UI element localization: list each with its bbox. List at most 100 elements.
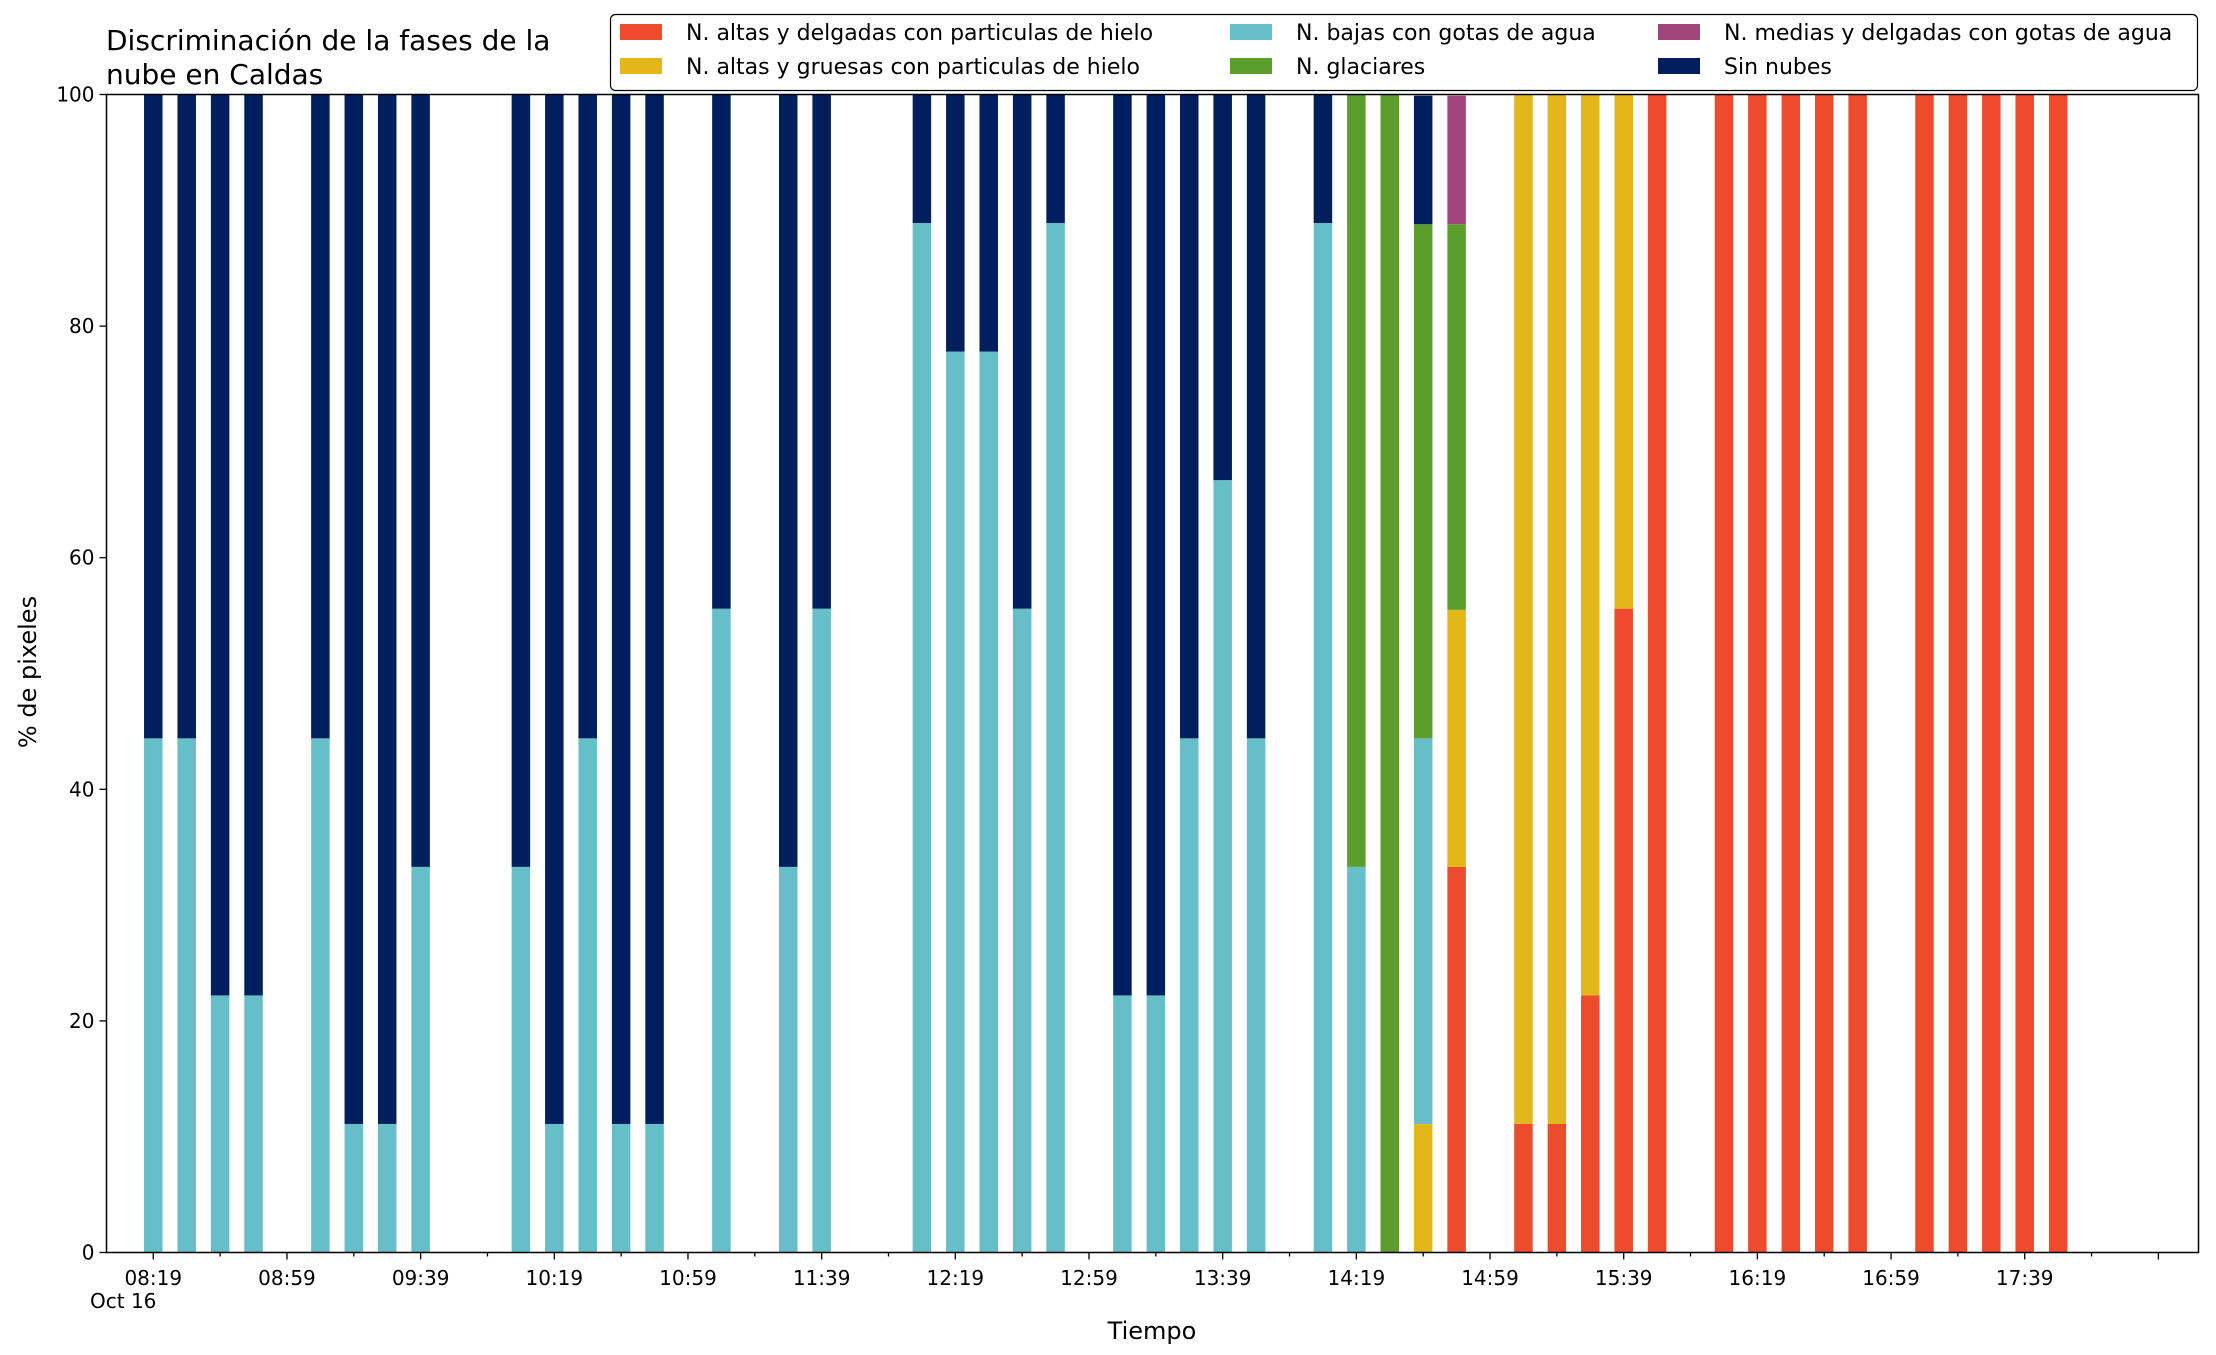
bar-segment-1019-s5 — [545, 94, 564, 1124]
bar-segment-0839-s5 — [210, 94, 230, 996]
x-tick-label: 15:39 — [1595, 1266, 1653, 1290]
legend-swatch-3 — [1230, 58, 1272, 74]
bar-segment-1719-s0 — [1948, 94, 1968, 1253]
x-axis-date-label: Oct 16 — [90, 1289, 156, 1313]
bar-segment-1409-s2 — [1313, 223, 1333, 1253]
legend-label-0: N. altas y delgadas con particulas de hi… — [686, 21, 1153, 46]
bar-segment-1429-s3 — [1380, 94, 1400, 1253]
bar-segment-1449-s4 — [1447, 95, 1466, 225]
bar-segment-0839-s2 — [210, 995, 230, 1253]
x-tick-label: 10:59 — [659, 1266, 717, 1290]
bar-segment-0849-s5 — [244, 94, 263, 996]
x-tick-label: 12:59 — [1060, 1266, 1118, 1290]
bar-segment-1539-s0 — [1614, 608, 1633, 1253]
y-tick-label: 60 — [69, 546, 94, 570]
bar-segment-0939-s2 — [411, 866, 430, 1253]
bar-segment-1529-s1 — [1581, 94, 1600, 996]
bar-segment-1419-s3 — [1347, 94, 1366, 867]
bar-segment-1649-s0 — [1848, 94, 1867, 1253]
bar-segment-1209-s5 — [912, 94, 932, 224]
bar-segment-1029-s2 — [578, 738, 597, 1253]
bar-segment-0829-s5 — [177, 94, 196, 739]
bar-segment-1639-s0 — [1814, 94, 1834, 1253]
legend-frame — [609, 13, 2199, 92]
bar-segment-1139-s2 — [812, 608, 831, 1253]
bar-segment-1329-s2 — [1180, 738, 1199, 1253]
bar-segment-1129-s2 — [778, 866, 798, 1253]
bar-segment-1249-s2 — [1046, 223, 1065, 1253]
bar-segment-1129-s5 — [778, 94, 798, 867]
y-axis-ticks: 0 20 40 60 80 100 — [56, 83, 107, 1265]
legend-label-2: N. bajas con gotas de agua — [1296, 21, 1596, 46]
bar-segment-1349-s2 — [1246, 738, 1266, 1253]
bar-segment-1309-s2 — [1113, 995, 1132, 1253]
bar-segment-1749-s0 — [2048, 94, 2068, 1253]
x-tick-label: 17:39 — [1996, 1266, 2054, 1290]
bar-segment-0919-s2 — [344, 1123, 364, 1253]
bar-segment-1329-s5 — [1180, 94, 1199, 739]
bar-segment-1539-s1 — [1614, 94, 1633, 609]
x-tick-label: 09:39 — [392, 1266, 450, 1290]
bar-segment-1509-s1 — [1514, 94, 1533, 1124]
bar-segment-1529-s0 — [1581, 995, 1600, 1253]
bar-segment-1709-s0 — [1915, 94, 1934, 1253]
bar-segment-1349-s5 — [1246, 94, 1266, 739]
legend-label-5: Sin nubes — [1724, 55, 1832, 80]
bar-segment-1219-s2 — [946, 351, 965, 1253]
bar-segment-1629-s0 — [1781, 94, 1801, 1253]
x-tick-label: 08:19 — [124, 1266, 182, 1290]
bar-segment-1319-s2 — [1146, 995, 1166, 1253]
bar-segment-1519-s0 — [1547, 1123, 1567, 1253]
legend-swatch-2 — [1230, 24, 1272, 40]
bar-segment-0909-s5 — [311, 94, 330, 739]
bar-segment-1409-s5 — [1313, 94, 1333, 224]
bar-segment-1439-s1 — [1413, 1123, 1433, 1253]
legend: N. altas y delgadas con particulas de hi… — [609, 13, 2199, 92]
bar-segment-1039-s2 — [611, 1123, 631, 1253]
y-tick-label: 100 — [56, 83, 94, 107]
bar-segment-1319-s5 — [1146, 94, 1166, 996]
bar-segment-1049-s5 — [645, 94, 664, 1124]
bar-segment-1739-s0 — [2015, 94, 2034, 1253]
x-tick-label: 12:19 — [927, 1266, 985, 1290]
plot-frame — [105, 93, 2200, 1254]
bar-segment-0939-s5 — [411, 94, 430, 867]
bar-segment-1209-s2 — [912, 223, 932, 1253]
bar-segment-0819-s5 — [144, 94, 163, 739]
x-tick-label: 16:59 — [1862, 1266, 1920, 1290]
x-tick-label: 08:59 — [258, 1266, 316, 1290]
y-tick-label: 80 — [69, 314, 94, 338]
bar-segment-1049-s2 — [645, 1123, 664, 1253]
bar-segment-1249-s5 — [1046, 94, 1065, 224]
x-tick-label: 14:19 — [1328, 1266, 1386, 1290]
bar-segment-1449-s1 — [1447, 609, 1466, 867]
bar-segment-1029-s5 — [578, 94, 597, 739]
x-tick-label: 10:19 — [525, 1266, 583, 1290]
y-tick-label: 0 — [82, 1241, 95, 1265]
bar-segment-1449-s3 — [1447, 224, 1466, 610]
legend-swatch-4 — [1658, 24, 1700, 40]
bar-segment-1509-s0 — [1514, 1123, 1533, 1253]
bar-segment-0929-s5 — [377, 94, 397, 1124]
bar-segment-1549-s0 — [1647, 94, 1667, 1253]
bar-segment-1009-s2 — [511, 866, 531, 1253]
legend-label-1: N. altas y gruesas con particulas de hie… — [686, 55, 1140, 80]
bar-segment-1729-s0 — [1982, 94, 2001, 1253]
bar-stacks — [144, 94, 2068, 1253]
legend-label-4: N. medias y delgadas con gotas de agua — [1724, 21, 2172, 46]
bar-segment-0929-s2 — [377, 1123, 397, 1253]
bar-segment-1109-s2 — [712, 608, 731, 1253]
x-tick-label: 14:59 — [1461, 1266, 1519, 1290]
bar-segment-1519-s1 — [1547, 94, 1567, 1124]
bar-segment-1609-s0 — [1714, 94, 1734, 1253]
y-tick-label: 20 — [69, 1009, 94, 1033]
chart-title-line-1: Discriminación de la fases de la — [106, 24, 550, 57]
bar-segment-0849-s2 — [244, 995, 263, 1253]
bar-segment-1229-s5 — [979, 94, 998, 352]
bar-segment-1219-s5 — [946, 94, 965, 352]
bar-segment-0829-s2 — [177, 738, 196, 1253]
y-tick-label: 40 — [69, 777, 94, 801]
bar-segment-1439-s3 — [1413, 224, 1433, 739]
bar-segment-1239-s2 — [1012, 608, 1032, 1253]
